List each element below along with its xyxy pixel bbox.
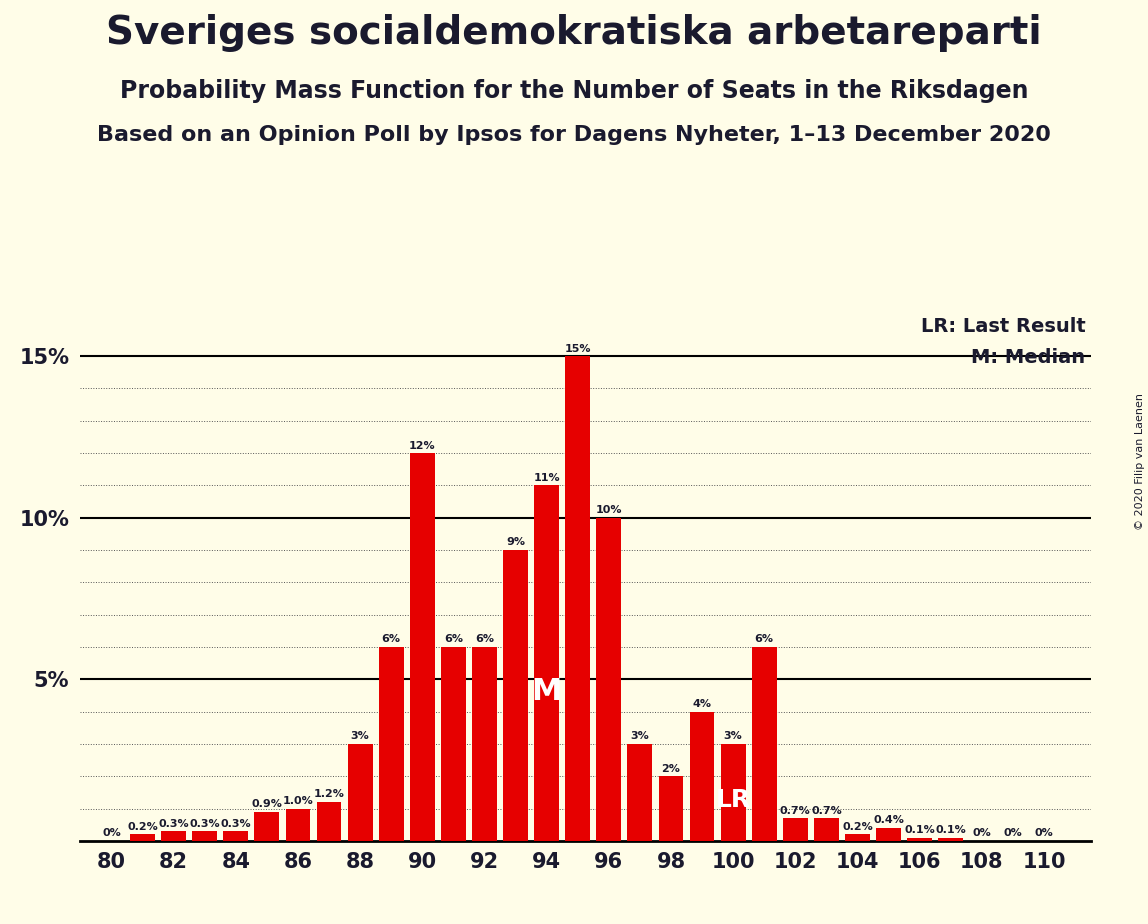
Bar <box>814 819 839 841</box>
Text: 6%: 6% <box>381 635 401 644</box>
Text: 0.1%: 0.1% <box>936 825 967 835</box>
Text: 0%: 0% <box>1003 828 1022 838</box>
Bar <box>441 647 466 841</box>
Bar <box>659 776 683 841</box>
Bar <box>721 744 745 841</box>
Bar <box>130 834 155 841</box>
Text: 0.7%: 0.7% <box>810 806 841 816</box>
Text: 6%: 6% <box>754 635 774 644</box>
Text: 4%: 4% <box>692 699 712 709</box>
Bar <box>876 828 901 841</box>
Text: Probability Mass Function for the Number of Seats in the Riksdagen: Probability Mass Function for the Number… <box>119 79 1029 103</box>
Text: 10%: 10% <box>596 505 622 516</box>
Bar <box>845 834 870 841</box>
Bar <box>348 744 373 841</box>
Text: 6%: 6% <box>444 635 463 644</box>
Bar <box>907 838 932 841</box>
Text: 3%: 3% <box>351 731 370 741</box>
Text: Sveriges socialdemokratiska arbetareparti: Sveriges socialdemokratiska arbetarepart… <box>106 14 1042 52</box>
Text: 12%: 12% <box>409 441 435 451</box>
Text: 0.2%: 0.2% <box>127 821 158 832</box>
Text: 0%: 0% <box>102 828 121 838</box>
Text: 9%: 9% <box>506 538 525 547</box>
Text: 0.1%: 0.1% <box>905 825 934 835</box>
Bar <box>317 802 341 841</box>
Bar <box>690 711 714 841</box>
Text: © 2020 Filip van Laenen: © 2020 Filip van Laenen <box>1134 394 1145 530</box>
Text: 0.7%: 0.7% <box>779 806 810 816</box>
Bar <box>161 832 186 841</box>
Text: 1.0%: 1.0% <box>282 796 313 806</box>
Bar <box>472 647 497 841</box>
Text: LR: LR <box>715 788 751 812</box>
Bar <box>628 744 652 841</box>
Bar <box>286 808 310 841</box>
Text: Based on an Opinion Poll by Ipsos for Dagens Nyheter, 1–13 December 2020: Based on an Opinion Poll by Ipsos for Da… <box>98 125 1050 145</box>
Bar <box>752 647 777 841</box>
Text: 6%: 6% <box>475 635 494 644</box>
Bar <box>534 485 559 841</box>
Text: 11%: 11% <box>534 473 560 483</box>
Text: 3%: 3% <box>723 731 743 741</box>
Text: 15%: 15% <box>565 344 591 354</box>
Bar <box>503 550 528 841</box>
Bar <box>224 832 248 841</box>
Text: 0.2%: 0.2% <box>843 821 872 832</box>
Text: 0%: 0% <box>972 828 991 838</box>
Text: M: Median: M: Median <box>971 348 1086 368</box>
Bar <box>783 819 808 841</box>
Text: 0.9%: 0.9% <box>251 799 282 809</box>
Text: 3%: 3% <box>630 731 650 741</box>
Text: 0.3%: 0.3% <box>158 819 189 829</box>
Text: 0%: 0% <box>1034 828 1054 838</box>
Text: 2%: 2% <box>661 763 681 773</box>
Bar <box>410 453 435 841</box>
Bar <box>596 517 621 841</box>
Text: LR: Last Result: LR: Last Result <box>921 317 1086 335</box>
Text: 0.3%: 0.3% <box>189 819 220 829</box>
Bar <box>379 647 404 841</box>
Bar <box>565 356 590 841</box>
Bar <box>192 832 217 841</box>
Text: 0.3%: 0.3% <box>220 819 251 829</box>
Text: M: M <box>532 677 561 706</box>
Text: 0.4%: 0.4% <box>874 815 903 825</box>
Text: 1.2%: 1.2% <box>313 789 344 799</box>
Bar <box>938 838 963 841</box>
Bar <box>255 812 279 841</box>
